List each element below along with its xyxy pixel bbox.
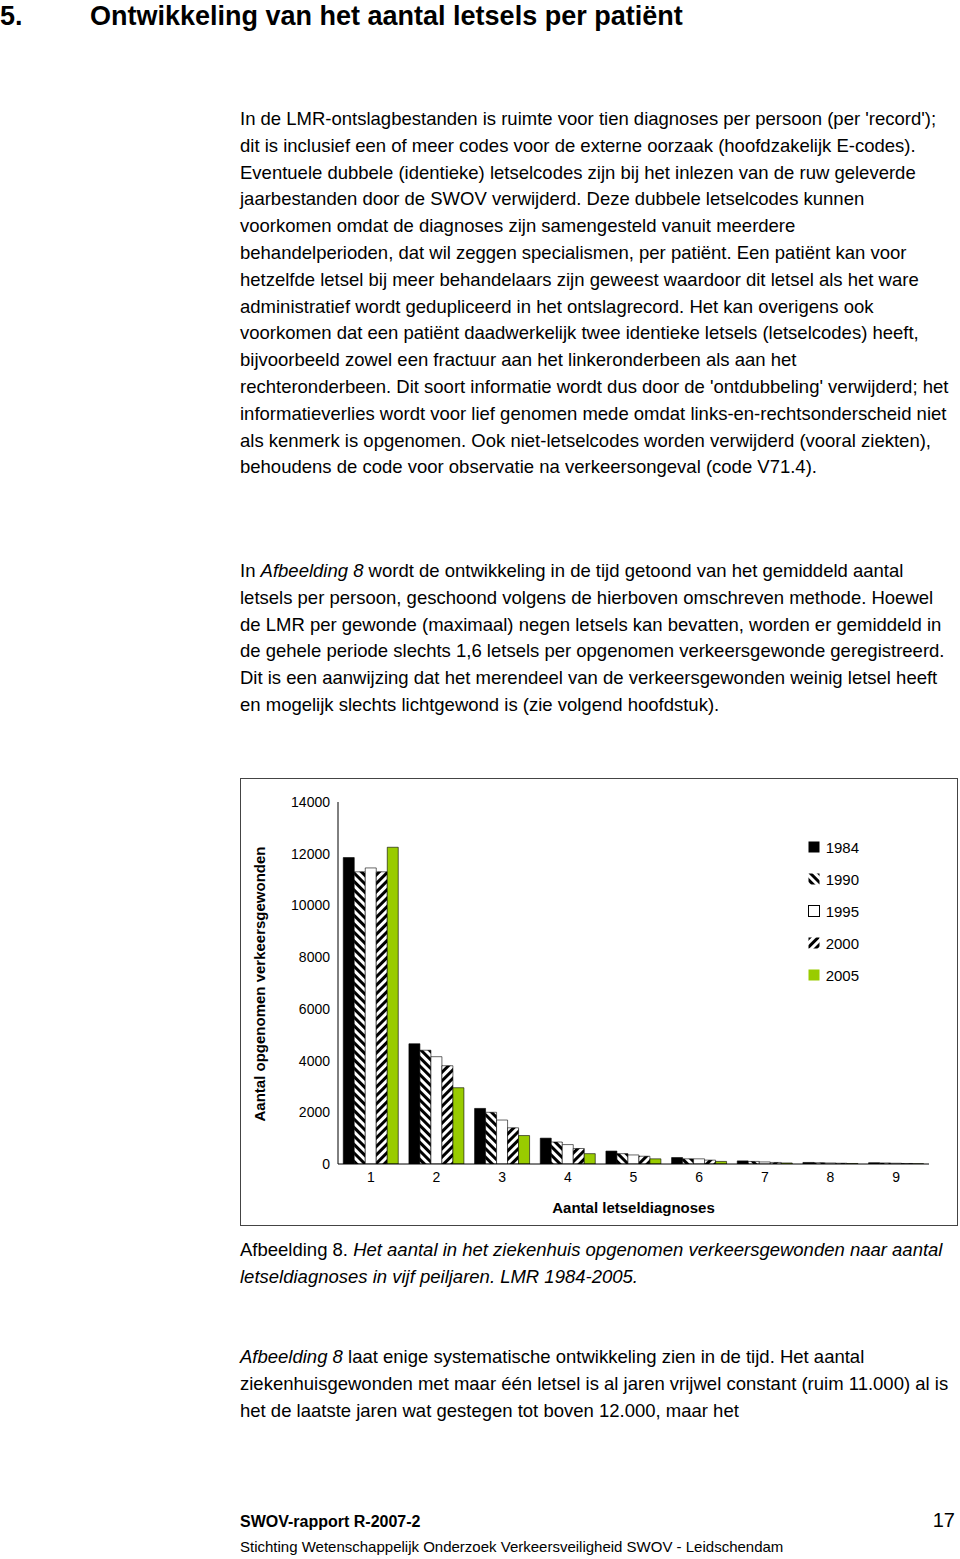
svg-text:5: 5 — [630, 1169, 638, 1185]
html-text:In Afbeelding 8 wordt de ontwi: In Afbeelding 8 wordt de ontwikkeling in… — [240, 560, 945, 715]
svg-text:6: 6 — [695, 1169, 703, 1185]
html-text:Ontwikkeling van het aantal le: Ontwikkeling van het aantal letsels per … — [90, 1, 683, 31]
svg-text:14000: 14000 — [291, 794, 330, 810]
svg-text:2: 2 — [433, 1169, 441, 1185]
svg-text:3: 3 — [498, 1169, 506, 1185]
svg-text:1: 1 — [367, 1169, 375, 1185]
html-text:2000: 2000 — [825, 934, 859, 952]
html-text:Afbeelding 8 laat enige system: Afbeelding 8 laat enige systematische on… — [240, 1346, 949, 1421]
svg-text:0: 0 — [322, 1156, 330, 1172]
html-text:2005: 2005 — [825, 966, 859, 984]
svg-text:4000: 4000 — [299, 1053, 330, 1069]
svg-text:8: 8 — [827, 1169, 835, 1185]
html-text:5.: 5. — [0, 1, 23, 31]
html-text:1990: 1990 — [825, 870, 859, 888]
svg-text:4: 4 — [564, 1169, 572, 1185]
svg-text:10000: 10000 — [291, 897, 330, 913]
svg-text:6000: 6000 — [299, 1001, 330, 1017]
html-text:Aantal letseldiagnoses: Aantal letseldiagnoses — [552, 1199, 715, 1216]
html-text:Stichting Wetenschappelijk Ond: Stichting Wetenschappelijk Onderzoek Ver… — [240, 1538, 784, 1555]
html-text:17: 17 — [932, 1509, 955, 1531]
svg-text:9: 9 — [892, 1169, 900, 1185]
html-text:Aantal opgenomen verkeersgewon: Aantal opgenomen verkeersgewonden — [250, 846, 268, 1122]
svg-text:12000: 12000 — [291, 846, 330, 862]
html-text:SWOV-rapport R-2007-2: SWOV-rapport R-2007-2 — [240, 1513, 421, 1530]
svg-text:7: 7 — [761, 1169, 769, 1185]
html-text:1984: 1984 — [825, 838, 859, 856]
svg-text:8000: 8000 — [299, 949, 330, 965]
html-text:1995: 1995 — [825, 902, 859, 920]
svg-text:2000: 2000 — [299, 1104, 330, 1120]
html-text:In de LMR-ontslagbestanden is: In de LMR-ontslagbestanden is ruimte voo… — [240, 108, 949, 478]
html-text:Afbeelding 8. Het aantal in he: Afbeelding 8. Het aantal in het ziekenhu… — [240, 1239, 943, 1287]
